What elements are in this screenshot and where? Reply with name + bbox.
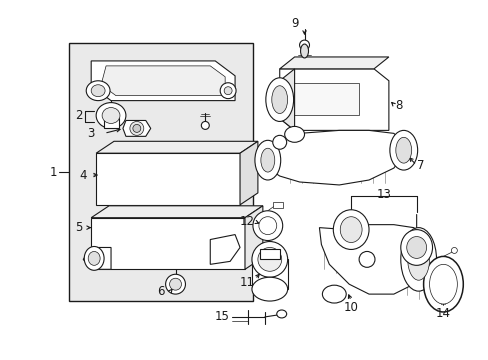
Ellipse shape [224,87,232,95]
Bar [272,202,282,208]
Ellipse shape [300,44,308,58]
Ellipse shape [252,211,282,240]
Text: 15: 15 [214,310,229,323]
Polygon shape [91,218,244,269]
Text: 5: 5 [76,221,83,234]
Ellipse shape [260,148,274,172]
Polygon shape [240,141,257,205]
Ellipse shape [169,278,181,290]
Ellipse shape [358,251,374,267]
Polygon shape [122,121,150,136]
Ellipse shape [254,140,280,180]
Ellipse shape [88,251,100,265]
Polygon shape [267,130,403,185]
Ellipse shape [333,210,368,249]
Ellipse shape [299,40,309,50]
Polygon shape [319,225,426,294]
Bar [289,83,358,114]
Ellipse shape [407,239,428,280]
Text: 9: 9 [290,17,298,30]
Ellipse shape [322,285,346,303]
Ellipse shape [258,217,276,235]
Polygon shape [96,153,240,205]
Text: 8: 8 [394,99,402,112]
Ellipse shape [96,103,126,129]
Ellipse shape [265,78,293,121]
Ellipse shape [400,228,436,291]
Text: 7: 7 [416,159,424,172]
Polygon shape [83,247,111,269]
Polygon shape [91,206,263,218]
Ellipse shape [84,247,104,270]
Text: 4: 4 [80,168,87,181]
Ellipse shape [272,135,286,149]
Polygon shape [251,260,287,289]
Ellipse shape [133,125,141,132]
Text: 3: 3 [87,127,95,140]
Ellipse shape [276,310,286,318]
Ellipse shape [165,274,185,294]
Text: 12: 12 [239,215,254,228]
Polygon shape [279,57,388,69]
Ellipse shape [86,81,110,100]
Ellipse shape [389,130,417,170]
Ellipse shape [284,126,304,142]
Ellipse shape [201,121,209,129]
Ellipse shape [423,256,462,312]
Bar [104,118,119,129]
Text: 13: 13 [376,188,390,201]
Polygon shape [259,249,279,260]
Polygon shape [96,141,257,153]
Ellipse shape [251,242,287,277]
Ellipse shape [220,83,236,99]
Text: 2: 2 [75,109,83,122]
Polygon shape [91,61,235,100]
Ellipse shape [406,237,426,258]
Ellipse shape [257,247,281,271]
Polygon shape [279,69,388,130]
Text: 6: 6 [157,285,164,298]
Ellipse shape [428,264,456,304]
Ellipse shape [251,277,287,301]
Ellipse shape [395,137,411,163]
Ellipse shape [450,247,456,253]
Bar [69,43,252,301]
Polygon shape [101,66,224,96]
Polygon shape [244,206,263,269]
Ellipse shape [400,230,432,265]
Text: 10: 10 [343,301,358,314]
Ellipse shape [130,121,143,135]
Ellipse shape [102,108,120,123]
Ellipse shape [271,86,287,113]
Ellipse shape [91,85,105,96]
Text: 1: 1 [50,166,57,179]
Ellipse shape [340,217,361,243]
Text: 14: 14 [435,307,450,320]
Text: 11: 11 [239,276,254,289]
Polygon shape [279,69,294,130]
Polygon shape [210,235,240,264]
